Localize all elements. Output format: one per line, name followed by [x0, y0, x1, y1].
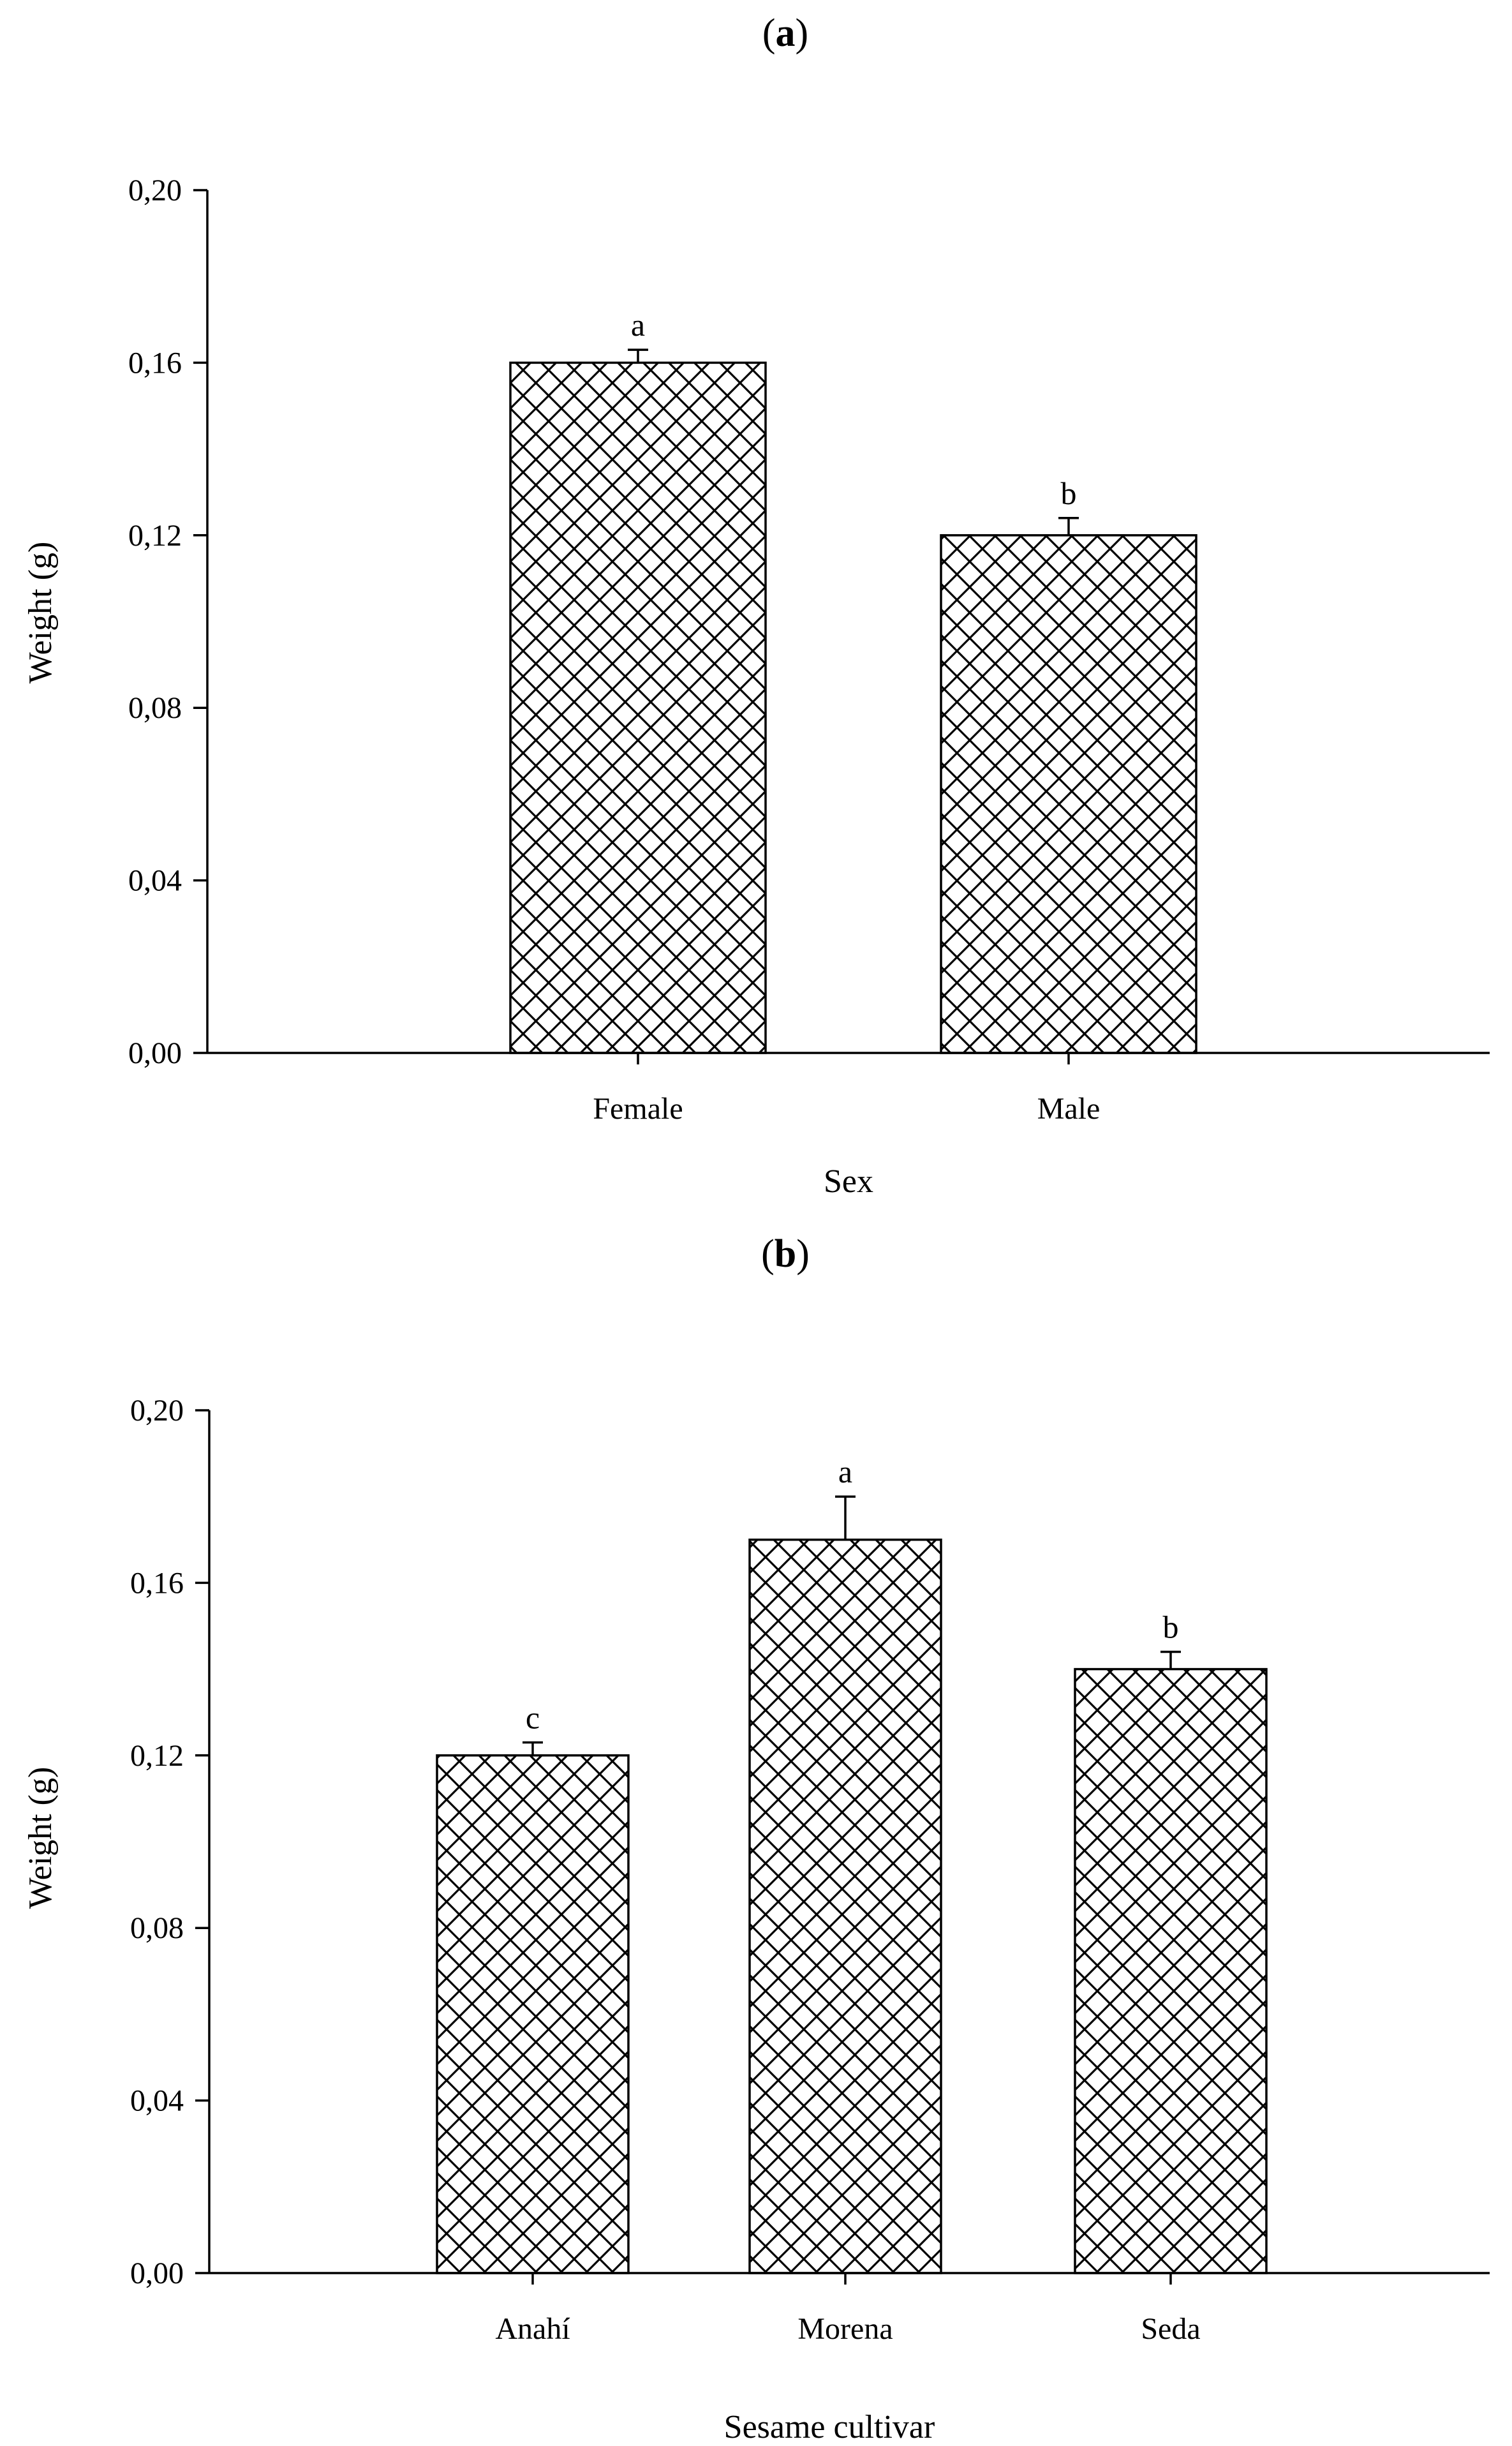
panel-a: (a) Weight (g) Sex 0,000,040,080,120,160…	[22, 11, 1490, 1200]
y-axis-title-a: Weight (g)	[22, 542, 59, 684]
x-tick-labels-a: Female Male	[593, 1053, 1100, 1126]
bars-a: ab	[509, 307, 1197, 1054]
significance-letter: c	[526, 1700, 540, 1736]
significance-letter: b	[1163, 1609, 1179, 1645]
significance-letter: a	[631, 307, 645, 343]
panel-label-a: (a)	[762, 11, 808, 55]
bar-morena	[748, 1539, 942, 2274]
y-tick-label: 0,20	[128, 174, 182, 207]
y-tick-label: 0,16	[130, 1566, 184, 1600]
bar-female	[509, 361, 767, 1054]
y-tick-label: 0,08	[128, 691, 182, 725]
significance-letter: b	[1061, 475, 1077, 511]
bar-seda	[1074, 1667, 1268, 2274]
bar-male	[940, 534, 1197, 1054]
significance-letter: a	[838, 1454, 852, 1489]
bar-anah-	[436, 1754, 630, 2274]
y-tick-label: 0,20	[130, 1394, 184, 1428]
y-tick-label: 0,12	[130, 1739, 184, 1773]
bars-b: c a b	[436, 1454, 1268, 2274]
y-ticks-b: 0,00 0,04 0,08 0,12 0,16 0,20	[130, 1394, 209, 2290]
y-tick-label: 0,08	[130, 1911, 184, 1945]
y-tick-label: 0,00	[130, 2256, 184, 2290]
y-tick-label: 0,00	[128, 1036, 182, 1070]
x-tick-label: Morena	[797, 2312, 893, 2346]
x-tick-label: Female	[593, 1092, 683, 1126]
x-tick-label: Anahí	[495, 2312, 570, 2346]
panel-b: (b) Weight (g) Sesame cultivar 0,000,040…	[22, 1232, 1490, 2445]
y-tick-label: 0,04	[128, 864, 182, 898]
x-tick-labels-b: Anahí Morena Seda	[495, 2273, 1201, 2346]
x-tick-label: Seda	[1141, 2312, 1200, 2346]
y-tick-label: 0,04	[130, 2084, 184, 2118]
panel-label-b: (b)	[761, 1232, 810, 1276]
x-tick-label: Male	[1037, 1092, 1101, 1126]
x-axis-title-b: Sesame cultivar	[724, 2409, 935, 2445]
y-tick-label: 0,16	[128, 346, 182, 380]
y-ticks-a: 0,00 0,04 0,08 0,12 0,16 0,20	[128, 174, 207, 1070]
y-tick-label: 0,12	[128, 519, 182, 553]
x-axis-title-a: Sex	[824, 1163, 873, 1200]
y-axis-title-b: Weight (g)	[22, 1767, 59, 1909]
